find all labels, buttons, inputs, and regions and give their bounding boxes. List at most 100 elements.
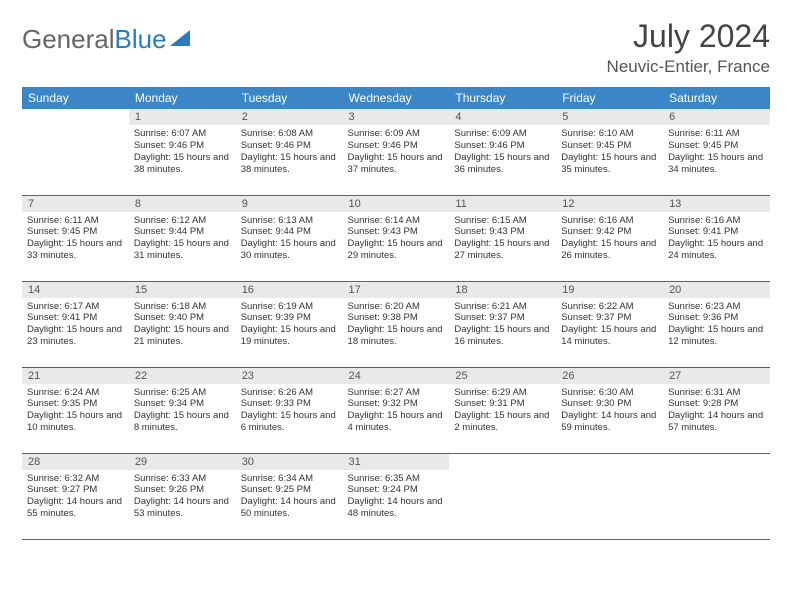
- sunset-text: Sunset: 9:37 PM: [454, 312, 551, 324]
- weekday-header: Thursday: [449, 87, 556, 109]
- day-details: Sunrise: 6:31 AMSunset: 9:28 PMDaylight:…: [663, 384, 770, 437]
- weekday-header: Tuesday: [236, 87, 343, 109]
- daylight-text: Daylight: 15 hours and 26 minutes.: [561, 238, 658, 262]
- calendar-cell: 16Sunrise: 6:19 AMSunset: 9:39 PMDayligh…: [236, 281, 343, 367]
- calendar-cell: 30Sunrise: 6:34 AMSunset: 9:25 PMDayligh…: [236, 453, 343, 539]
- sunrise-text: Sunrise: 6:22 AM: [561, 301, 658, 313]
- calendar-cell: 20Sunrise: 6:23 AMSunset: 9:36 PMDayligh…: [663, 281, 770, 367]
- sunset-text: Sunset: 9:24 PM: [348, 484, 445, 496]
- day-number: 5: [556, 109, 663, 125]
- day-number: 14: [22, 282, 129, 298]
- day-number: 9: [236, 196, 343, 212]
- daylight-text: Daylight: 15 hours and 16 minutes.: [454, 324, 551, 348]
- day-number: 31: [343, 454, 450, 470]
- sunset-text: Sunset: 9:43 PM: [348, 226, 445, 238]
- day-details: Sunrise: 6:09 AMSunset: 9:46 PMDaylight:…: [343, 125, 450, 178]
- day-details: Sunrise: 6:35 AMSunset: 9:24 PMDaylight:…: [343, 470, 450, 523]
- sunset-text: Sunset: 9:40 PM: [134, 312, 231, 324]
- day-number: [556, 454, 663, 458]
- sunrise-text: Sunrise: 6:16 AM: [668, 215, 765, 227]
- calendar-week-row: 14Sunrise: 6:17 AMSunset: 9:41 PMDayligh…: [22, 281, 770, 367]
- sunset-text: Sunset: 9:46 PM: [134, 140, 231, 152]
- sunset-text: Sunset: 9:46 PM: [454, 140, 551, 152]
- daylight-text: Daylight: 14 hours and 59 minutes.: [561, 410, 658, 434]
- sunrise-text: Sunrise: 6:31 AM: [668, 387, 765, 399]
- weekday-header: Saturday: [663, 87, 770, 109]
- daylight-text: Daylight: 14 hours and 50 minutes.: [241, 496, 338, 520]
- daylight-text: Daylight: 15 hours and 2 minutes.: [454, 410, 551, 434]
- sunset-text: Sunset: 9:31 PM: [454, 398, 551, 410]
- sunset-text: Sunset: 9:44 PM: [241, 226, 338, 238]
- calendar-cell: 17Sunrise: 6:20 AMSunset: 9:38 PMDayligh…: [343, 281, 450, 367]
- day-details: Sunrise: 6:10 AMSunset: 9:45 PMDaylight:…: [556, 125, 663, 178]
- calendar-cell: 26Sunrise: 6:30 AMSunset: 9:30 PMDayligh…: [556, 367, 663, 453]
- calendar-cell: [449, 453, 556, 539]
- calendar-cell: 27Sunrise: 6:31 AMSunset: 9:28 PMDayligh…: [663, 367, 770, 453]
- calendar-cell: 3Sunrise: 6:09 AMSunset: 9:46 PMDaylight…: [343, 109, 450, 195]
- day-number: 30: [236, 454, 343, 470]
- day-number: 16: [236, 282, 343, 298]
- day-details: Sunrise: 6:16 AMSunset: 9:42 PMDaylight:…: [556, 212, 663, 265]
- sunset-text: Sunset: 9:35 PM: [27, 398, 124, 410]
- day-details: Sunrise: 6:16 AMSunset: 9:41 PMDaylight:…: [663, 212, 770, 265]
- calendar-table: Sunday Monday Tuesday Wednesday Thursday…: [22, 87, 770, 540]
- sunrise-text: Sunrise: 6:07 AM: [134, 128, 231, 140]
- sunrise-text: Sunrise: 6:21 AM: [454, 301, 551, 313]
- sunset-text: Sunset: 9:42 PM: [561, 226, 658, 238]
- day-details: Sunrise: 6:21 AMSunset: 9:37 PMDaylight:…: [449, 298, 556, 351]
- day-number: 12: [556, 196, 663, 212]
- sunset-text: Sunset: 9:38 PM: [348, 312, 445, 324]
- calendar-cell: 29Sunrise: 6:33 AMSunset: 9:26 PMDayligh…: [129, 453, 236, 539]
- sunrise-text: Sunrise: 6:30 AM: [561, 387, 658, 399]
- sunset-text: Sunset: 9:33 PM: [241, 398, 338, 410]
- logo-triangle-icon: [170, 24, 192, 55]
- day-number: 2: [236, 109, 343, 125]
- day-number: [22, 109, 129, 113]
- day-details: Sunrise: 6:27 AMSunset: 9:32 PMDaylight:…: [343, 384, 450, 437]
- sunrise-text: Sunrise: 6:29 AM: [454, 387, 551, 399]
- calendar-cell: 18Sunrise: 6:21 AMSunset: 9:37 PMDayligh…: [449, 281, 556, 367]
- calendar-cell: 1Sunrise: 6:07 AMSunset: 9:46 PMDaylight…: [129, 109, 236, 195]
- sunrise-text: Sunrise: 6:16 AM: [561, 215, 658, 227]
- sunrise-text: Sunrise: 6:23 AM: [668, 301, 765, 313]
- calendar-cell: [22, 109, 129, 195]
- day-number: 27: [663, 368, 770, 384]
- calendar-week-row: 21Sunrise: 6:24 AMSunset: 9:35 PMDayligh…: [22, 367, 770, 453]
- day-number: [449, 454, 556, 458]
- day-details: Sunrise: 6:34 AMSunset: 9:25 PMDaylight:…: [236, 470, 343, 523]
- calendar-cell: 10Sunrise: 6:14 AMSunset: 9:43 PMDayligh…: [343, 195, 450, 281]
- sunset-text: Sunset: 9:36 PM: [668, 312, 765, 324]
- calendar-cell: 25Sunrise: 6:29 AMSunset: 9:31 PMDayligh…: [449, 367, 556, 453]
- daylight-text: Daylight: 15 hours and 18 minutes.: [348, 324, 445, 348]
- daylight-text: Daylight: 15 hours and 29 minutes.: [348, 238, 445, 262]
- sunset-text: Sunset: 9:27 PM: [27, 484, 124, 496]
- logo-text-gray: General: [22, 24, 115, 55]
- day-details: Sunrise: 6:33 AMSunset: 9:26 PMDaylight:…: [129, 470, 236, 523]
- calendar-week-row: 7Sunrise: 6:11 AMSunset: 9:45 PMDaylight…: [22, 195, 770, 281]
- day-details: Sunrise: 6:30 AMSunset: 9:30 PMDaylight:…: [556, 384, 663, 437]
- day-number: 15: [129, 282, 236, 298]
- day-number: 10: [343, 196, 450, 212]
- sunrise-text: Sunrise: 6:24 AM: [27, 387, 124, 399]
- daylight-text: Daylight: 15 hours and 38 minutes.: [241, 152, 338, 176]
- daylight-text: Daylight: 15 hours and 14 minutes.: [561, 324, 658, 348]
- day-details: Sunrise: 6:12 AMSunset: 9:44 PMDaylight:…: [129, 212, 236, 265]
- day-number: 13: [663, 196, 770, 212]
- sunset-text: Sunset: 9:46 PM: [241, 140, 338, 152]
- day-number: 1: [129, 109, 236, 125]
- daylight-text: Daylight: 15 hours and 21 minutes.: [134, 324, 231, 348]
- sunrise-text: Sunrise: 6:12 AM: [134, 215, 231, 227]
- sunrise-text: Sunrise: 6:35 AM: [348, 473, 445, 485]
- sunrise-text: Sunrise: 6:25 AM: [134, 387, 231, 399]
- daylight-text: Daylight: 15 hours and 36 minutes.: [454, 152, 551, 176]
- sunrise-text: Sunrise: 6:32 AM: [27, 473, 124, 485]
- calendar-cell: 13Sunrise: 6:16 AMSunset: 9:41 PMDayligh…: [663, 195, 770, 281]
- sunset-text: Sunset: 9:44 PM: [134, 226, 231, 238]
- daylight-text: Daylight: 15 hours and 35 minutes.: [561, 152, 658, 176]
- daylight-text: Daylight: 14 hours and 53 minutes.: [134, 496, 231, 520]
- sunrise-text: Sunrise: 6:08 AM: [241, 128, 338, 140]
- sunset-text: Sunset: 9:25 PM: [241, 484, 338, 496]
- weekday-header-row: Sunday Monday Tuesday Wednesday Thursday…: [22, 87, 770, 109]
- day-details: Sunrise: 6:07 AMSunset: 9:46 PMDaylight:…: [129, 125, 236, 178]
- calendar-cell: 15Sunrise: 6:18 AMSunset: 9:40 PMDayligh…: [129, 281, 236, 367]
